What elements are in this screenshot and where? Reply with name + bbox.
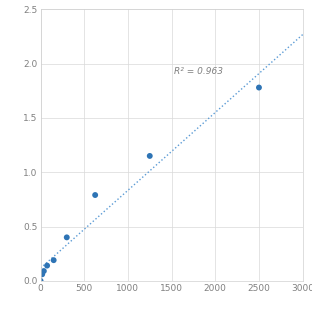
Point bbox=[256, 85, 261, 90]
Point bbox=[64, 235, 69, 240]
Point bbox=[40, 272, 45, 277]
Point bbox=[51, 258, 56, 263]
Text: R² = 0.963: R² = 0.963 bbox=[174, 67, 223, 76]
Point bbox=[93, 193, 98, 197]
Point bbox=[45, 263, 50, 268]
Point bbox=[147, 154, 152, 158]
Point bbox=[38, 278, 43, 283]
Point bbox=[41, 269, 46, 274]
